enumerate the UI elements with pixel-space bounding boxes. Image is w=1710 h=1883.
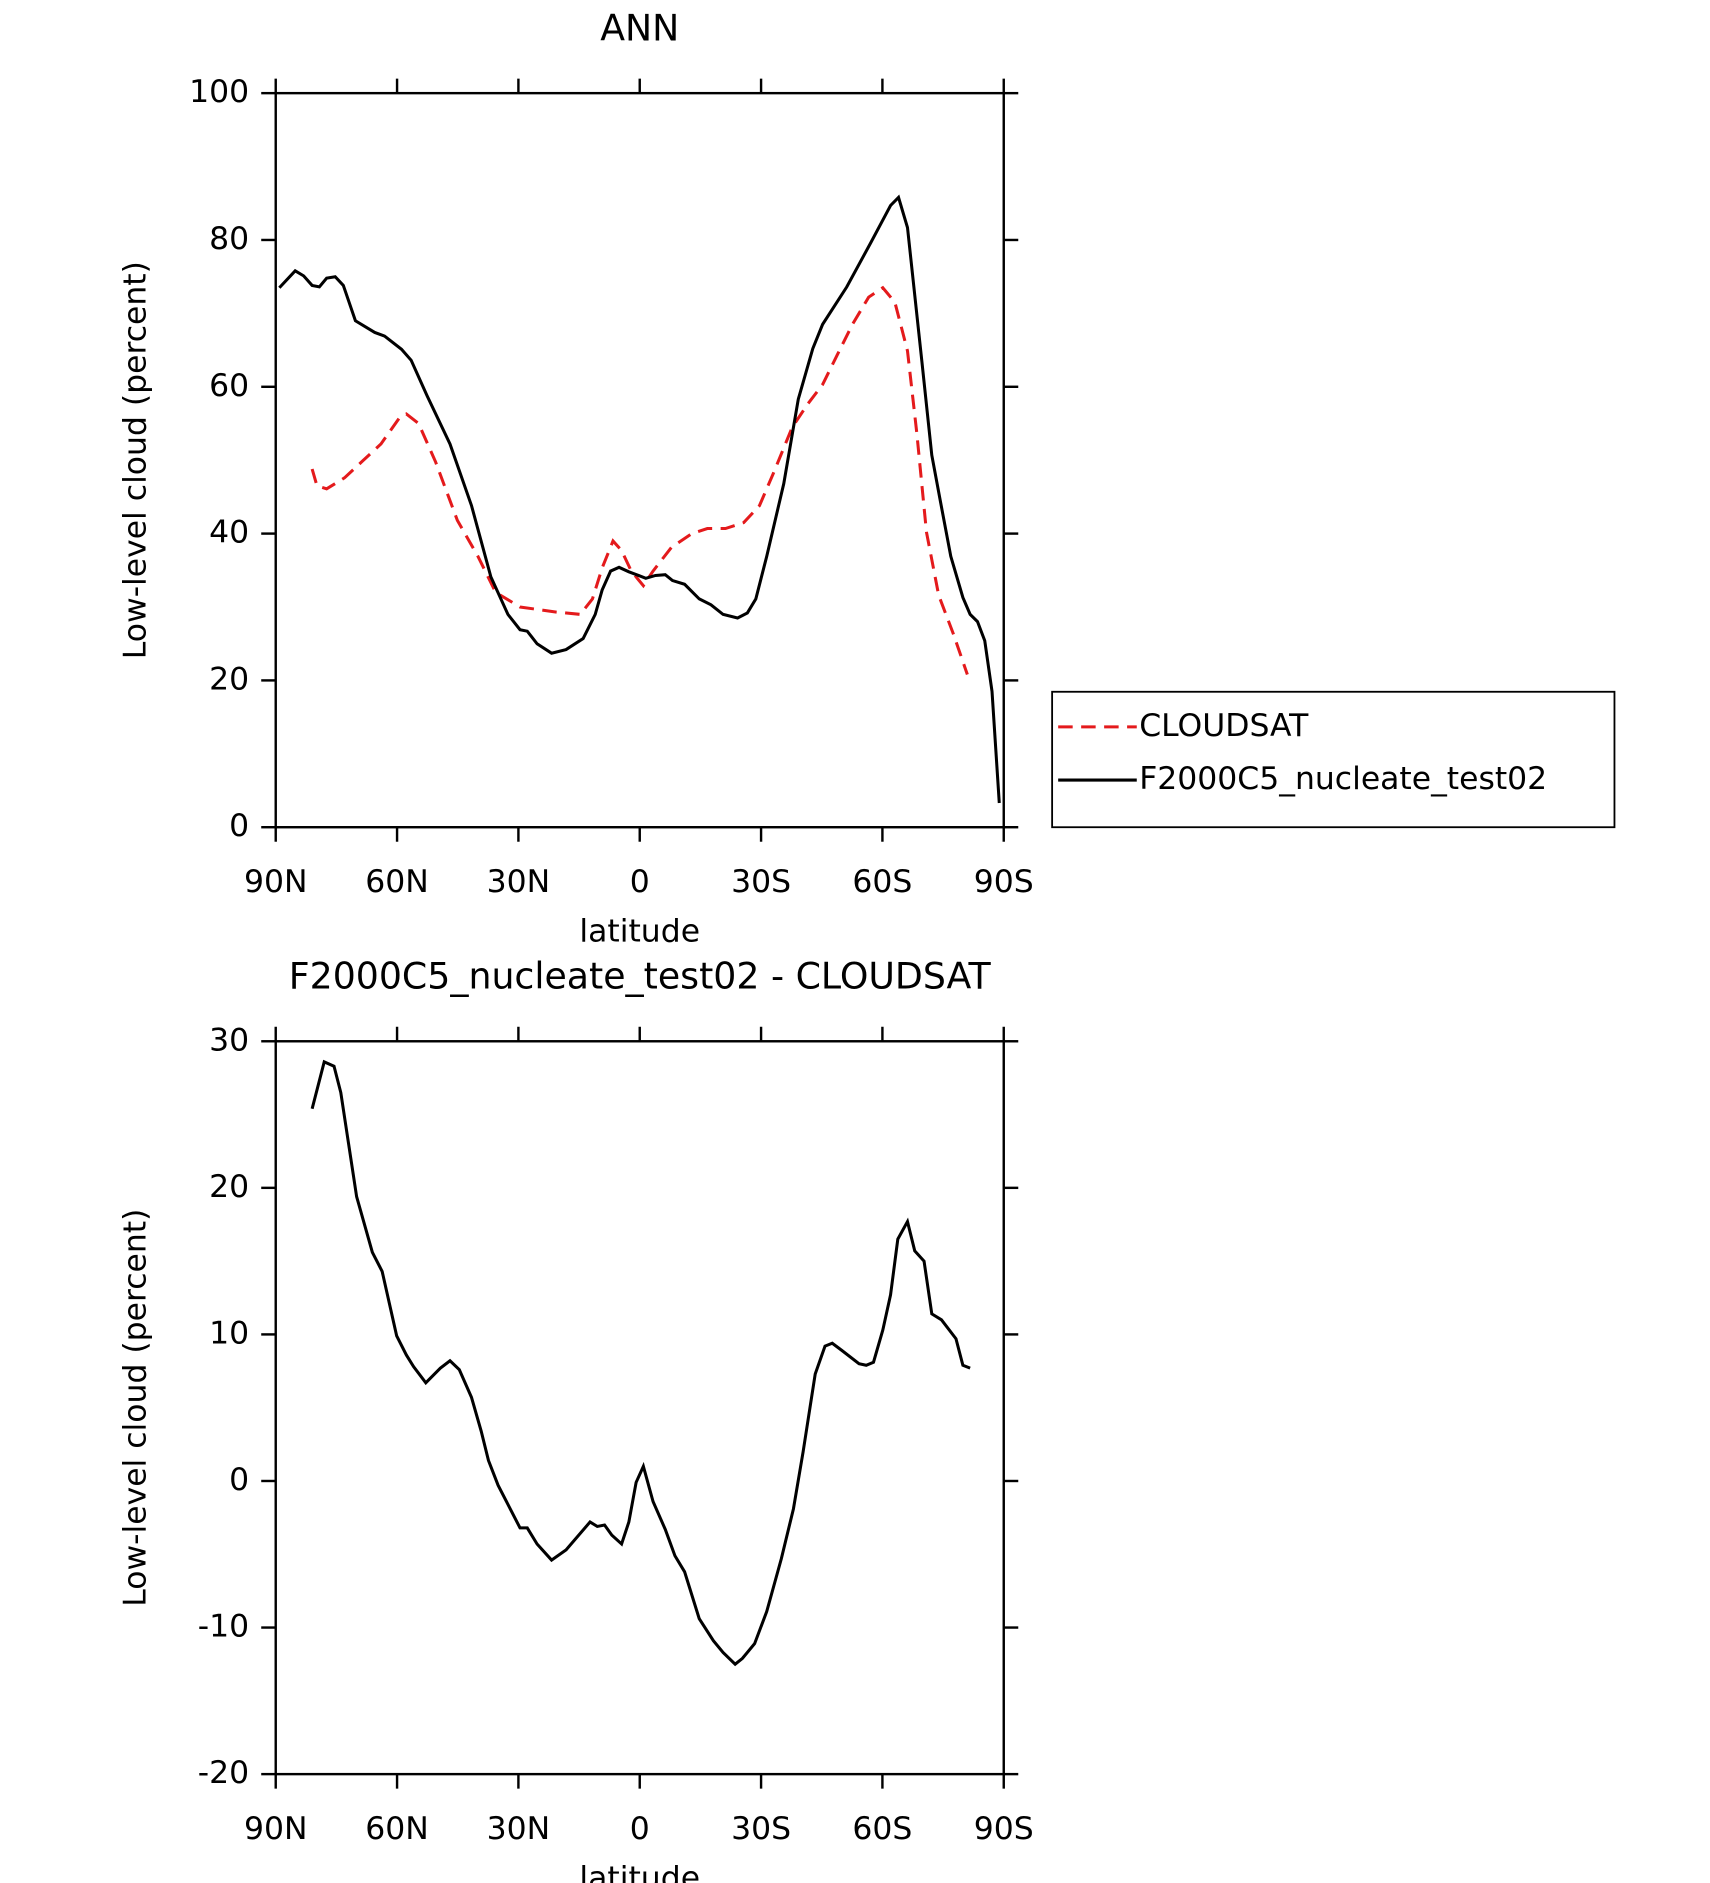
y-tick-label: 40 <box>209 515 249 551</box>
x-tick-label: 30S <box>731 1811 791 1847</box>
y-tick-label: 20 <box>209 661 249 697</box>
chart-title: F2000C5_nucleate_test02 - CLOUDSAT <box>289 954 992 997</box>
legend-label: F2000C5_nucleate_test02 <box>1139 761 1547 797</box>
y-tick-label: 0 <box>229 1462 249 1498</box>
legend-label: CLOUDSAT <box>1139 708 1309 744</box>
data-line <box>278 194 1001 804</box>
x-tick-label: 60N <box>365 1811 429 1847</box>
y-tick-label: 60 <box>209 368 249 404</box>
y-axis-label: Low-level cloud (percent) <box>118 1209 154 1607</box>
plot-frame <box>274 1040 1005 1776</box>
x-tick-label: 30S <box>731 864 791 900</box>
legend-box <box>1051 690 1616 829</box>
x-tick-label: 60S <box>852 1811 912 1847</box>
y-tick-label: 80 <box>209 221 249 257</box>
x-tick-label: 90N <box>244 1811 308 1847</box>
y-axis-label: Low-level cloud (percent) <box>118 261 154 659</box>
chart-title: ANN <box>600 6 679 49</box>
y-tick-label: 20 <box>209 1169 249 1205</box>
x-axis-label: latitude <box>579 1860 700 1883</box>
x-axis-label: latitude <box>579 913 700 949</box>
y-tick-label: 0 <box>229 808 249 844</box>
y-tick-label: 30 <box>209 1022 249 1058</box>
x-tick-label: 90S <box>974 1811 1034 1847</box>
x-tick-label: 0 <box>630 864 650 900</box>
x-tick-label: 0 <box>630 1811 650 1847</box>
x-tick-label: 30N <box>487 864 551 900</box>
x-tick-label: 60N <box>365 864 429 900</box>
data-line <box>310 1059 971 1667</box>
x-tick-label: 90N <box>244 864 308 900</box>
y-tick-label: -10 <box>198 1609 249 1645</box>
y-tick-label: 100 <box>189 74 249 110</box>
data-line <box>310 285 969 675</box>
x-tick-label: 30N <box>487 1811 551 1847</box>
y-tick-label: -20 <box>198 1755 249 1791</box>
x-tick-label: 90S <box>974 864 1034 900</box>
y-tick-label: 10 <box>209 1315 249 1351</box>
x-tick-label: 60S <box>852 864 912 900</box>
